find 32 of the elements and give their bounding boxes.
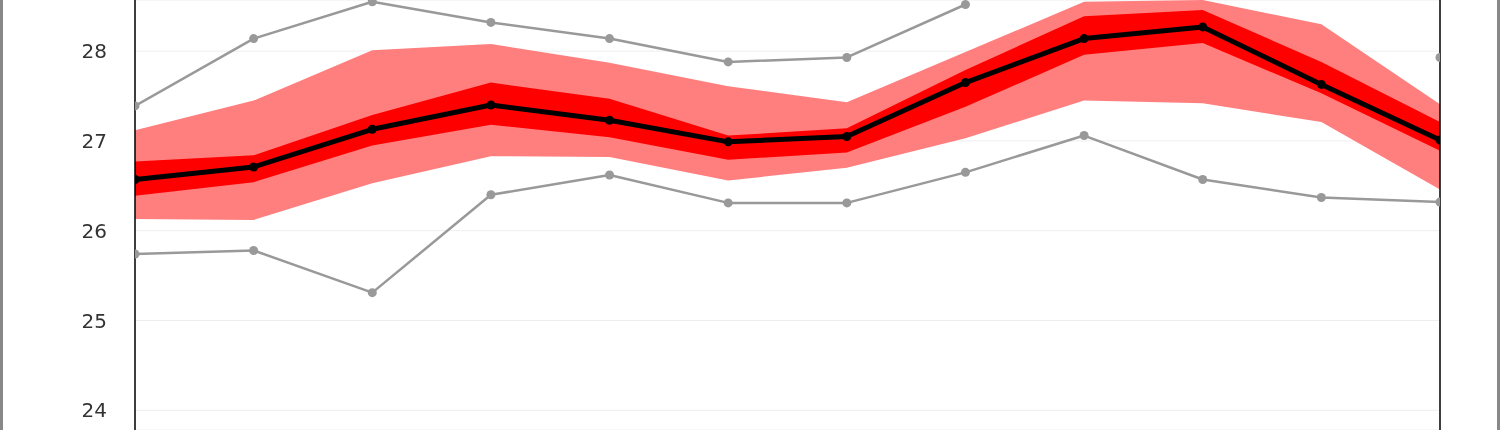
point [842,52,852,62]
point [486,190,496,200]
y-tick-label: 25 [81,308,107,333]
point [367,124,377,134]
point [1198,175,1208,185]
point [1198,22,1208,32]
point [723,137,733,147]
point [842,131,852,141]
point [605,170,615,180]
y-tick-label: 28 [81,39,107,64]
point [723,57,733,67]
point [1316,79,1326,89]
point [1079,131,1089,141]
y-tick-label: 24 [81,398,107,423]
point [1079,34,1089,44]
point [842,198,852,208]
point [605,115,615,125]
point [960,78,970,88]
point [1316,193,1326,202]
point [367,0,377,7]
point [249,245,259,255]
point [960,0,970,9]
point [960,167,970,177]
y-tick-label: 27 [81,129,107,154]
point [367,288,377,298]
point [249,162,259,172]
point [605,34,615,44]
point [723,198,733,208]
point [249,34,259,44]
y-tick-label: 26 [81,218,107,243]
point [486,17,496,27]
point [486,100,496,110]
